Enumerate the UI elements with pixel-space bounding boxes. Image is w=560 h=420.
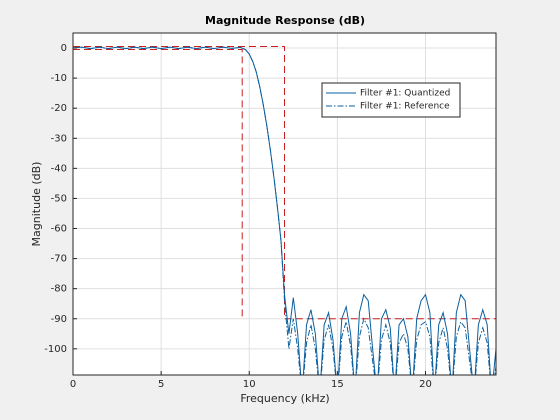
y-tick-label: -100: [44, 344, 67, 355]
mask-line: [73, 49, 243, 319]
x-tick-label: 20: [419, 379, 432, 390]
y-tick-label: -90: [51, 314, 67, 325]
ticks: 0 5 10 15 20 0 -10 -20 -30 -40 -50 -60 -70 -80 -90 -100: [44, 43, 432, 390]
axes-box: [72, 32, 497, 376]
y-tick-label: -40: [51, 163, 67, 174]
y-tick-label: -50: [51, 193, 67, 204]
lines: [73, 46, 496, 375]
y-axis-label: Magnitude (dB): [30, 162, 43, 247]
x-axis-label: Frequency (kHz): [240, 392, 329, 405]
mask-line: [73, 46, 496, 320]
legend-box: [321, 82, 461, 118]
x-tick-label: 10: [243, 379, 256, 390]
y-tick-label: -30: [51, 133, 67, 144]
legend: Filter #1: Quantized Filter #1: Reference: [321, 82, 461, 118]
x-tick-label: 15: [331, 379, 344, 390]
legend-label: Filter #1: Reference: [360, 102, 450, 112]
y-tick-label: -10: [51, 73, 67, 84]
series-line: [73, 46, 496, 375]
y-tick-label: -60: [51, 224, 67, 235]
chart-title: Magnitude Response (dB): [205, 14, 365, 27]
x-tick-label: 5: [158, 379, 164, 390]
y-tick-label: -20: [51, 103, 67, 114]
y-tick-label: -70: [51, 254, 67, 265]
legend-label: Filter #1: Quantized: [360, 89, 450, 99]
y-tick-label: -80: [51, 284, 67, 295]
y-tick-label: 0: [61, 43, 67, 54]
x-tick-label: 0: [70, 379, 76, 390]
